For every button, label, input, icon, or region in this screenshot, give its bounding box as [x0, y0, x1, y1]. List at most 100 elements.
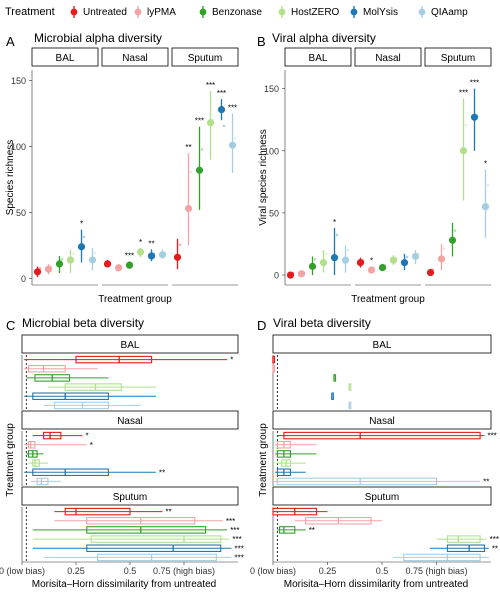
box-C-2-5	[97, 553, 217, 562]
legend-dot-4	[350, 8, 358, 16]
sig-C-2-1: ***	[226, 517, 235, 526]
x-axis-label-D: Morisita–Horn dissimilarity from untreat…	[284, 579, 469, 590]
facet-label-D-2: Sputum	[365, 492, 399, 503]
legend-title: Treatment	[5, 6, 55, 18]
y-tick-label-B-3: 150	[264, 84, 279, 94]
box-C-0-0	[75, 355, 153, 364]
mean-point-B-0-4	[330, 254, 339, 262]
x-axis-label-A: Treatment group	[98, 294, 172, 305]
sample-point-A-2-2	[200, 148, 204, 151]
legend-label-4: MolYsis	[363, 7, 398, 18]
sample-point-A-2-0	[178, 243, 182, 247]
facet-label-D-0: BAL	[373, 340, 392, 351]
legend-label-0: Untreated	[83, 7, 127, 18]
sample-point-B-2-3	[464, 123, 468, 127]
facet-label-B-0: BAL	[309, 53, 328, 64]
mean-point-A-1-2	[125, 261, 134, 269]
box-C-1-1	[27, 440, 36, 449]
box-D-2-5	[403, 553, 481, 562]
mean-point-A-2-4	[217, 105, 226, 114]
sig-B-0-4: *	[333, 218, 336, 227]
x-tick-label-C-0: 0 (low bias)	[0, 566, 45, 576]
y-tick-label-B-2: 100	[264, 146, 279, 156]
sig-C-2-2: ***	[230, 526, 239, 535]
x-axis-label-B: Treatment group	[351, 294, 425, 305]
mean-point-A-0-1	[44, 265, 53, 273]
sig-D-1-0: ***	[487, 432, 496, 441]
mean-point-B-1-5	[411, 252, 420, 261]
facet-label-A-2: Sputum	[188, 53, 222, 64]
facet-label-C-1: Nasal	[117, 416, 143, 427]
panel-title-D: Viral beta diversity	[273, 316, 371, 330]
mean-point-A-1-0	[103, 260, 112, 268]
legend-dot-0	[70, 8, 78, 16]
panel-letter-D: D	[257, 318, 266, 333]
y-tick-label-B-1: 50	[269, 208, 279, 218]
sig-C-2-5: ***	[235, 553, 244, 562]
sig-A-1-2: ***	[125, 251, 134, 260]
sig-A-2-1: **	[185, 143, 191, 152]
x-tick-label-C-1: 0.25	[67, 566, 85, 576]
facet-strip-C-2	[21, 486, 239, 506]
sample-point-B-2-5	[486, 183, 490, 187]
sample-point-A-0-4	[82, 235, 86, 239]
sig-C-2-3: ***	[232, 535, 241, 544]
facet-strip-B-1	[354, 47, 422, 67]
sig-C-0-0: *	[230, 356, 233, 365]
y-axis-label-B: Viral species richness	[258, 129, 269, 226]
sig-B-1-1: *	[370, 256, 373, 265]
x-tick-label-D-2: 0.5	[376, 566, 389, 576]
box-D-2-3	[446, 535, 481, 543]
sig-B-2-3: ***	[459, 89, 468, 98]
y-axis-label-D: Treatment group	[258, 423, 269, 497]
legend-dot-3	[278, 8, 286, 16]
mean-point-B-2-4	[470, 113, 479, 121]
legend-dot-2	[199, 8, 207, 16]
mean-point-A-0-0	[33, 268, 42, 276]
box-C-1-3	[32, 459, 40, 467]
sig-A-1-3: *	[139, 238, 142, 247]
box-C-0-5	[53, 401, 109, 410]
facet-strip-B-2	[424, 47, 492, 67]
sample-point-B-0-2	[313, 257, 317, 261]
sig-A-2-2: ***	[195, 117, 204, 126]
box-D-1-0	[283, 431, 481, 440]
legend-dot-5	[418, 8, 426, 16]
legend-label-5: QIAamp	[431, 7, 468, 18]
mean-point-A-1-5	[158, 251, 167, 259]
mean-point-B-2-0	[426, 268, 435, 277]
box-C-2-3	[90, 535, 222, 543]
sample-point-B-1-4	[405, 255, 409, 259]
legend-label-1: lyPMA	[147, 7, 176, 18]
mean-point-A-0-4	[77, 243, 86, 251]
sig-B-2-4: ***	[470, 79, 479, 88]
facet-label-B-2: Sputum	[441, 53, 475, 64]
x-tick-label-C-2: 0.5	[124, 566, 137, 576]
box-C-2-0	[64, 507, 131, 516]
facet-label-A-1: Nasal	[122, 53, 148, 64]
legend-label-2: Benzonase	[212, 7, 262, 18]
y-tick-label-A-1: 50	[16, 208, 26, 218]
box-C-0-3	[64, 383, 122, 391]
sig-C-1-1: *	[90, 441, 93, 450]
sample-point-A-2-5	[233, 136, 237, 140]
y-axis-label-C: Treatment group	[5, 423, 16, 497]
mean-point-A-2-3	[206, 119, 215, 127]
sig-A-2-3: ***	[206, 81, 215, 90]
legend-label-3: HostZERO	[291, 7, 340, 18]
sample-point-A-0-2	[60, 258, 64, 261]
facet-strip-A-2	[171, 47, 239, 67]
mean-point-B-1-2	[378, 264, 387, 272]
sig-D-1-5: **	[483, 477, 489, 486]
sample-point-B-2-2	[453, 229, 457, 232]
mean-point-B-1-3	[389, 256, 398, 264]
facet-label-D-1: Nasal	[369, 416, 395, 427]
mean-point-B-1-0	[356, 259, 365, 267]
x-axis-label-C: Morisita–Horn dissimilarity from untreat…	[32, 579, 217, 590]
mean-point-B-2-1	[437, 255, 446, 263]
panel-title-B: Viral alpha diversity	[272, 31, 376, 45]
y-tick-label-A-3: 150	[11, 76, 26, 86]
x-tick-label-D-1: 0.25	[319, 566, 337, 576]
box-D-2-4	[446, 544, 486, 553]
